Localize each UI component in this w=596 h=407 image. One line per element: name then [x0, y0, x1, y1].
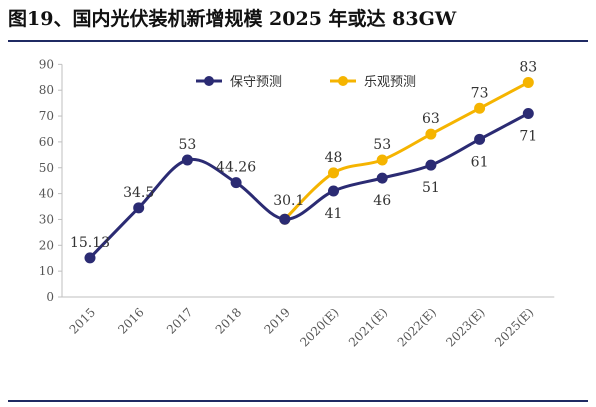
y-tick-label: 20: [39, 238, 54, 252]
data-point-0: [181, 154, 193, 166]
data-point-0: [425, 159, 437, 171]
y-tick-label: 10: [39, 264, 54, 278]
y-tick-label: 60: [39, 135, 54, 149]
x-tick-label: 2019: [261, 305, 292, 336]
data-point-1: [425, 128, 437, 140]
y-tick-label: 80: [39, 83, 54, 97]
x-tick-label: 2018: [213, 305, 244, 336]
y-tick-label: 30: [39, 212, 54, 226]
data-point-1: [376, 154, 388, 166]
data-label: 53: [373, 137, 391, 153]
x-tick-label: 2016: [115, 305, 146, 336]
data-point-0: [84, 252, 96, 264]
data-label: 34.5: [123, 185, 154, 201]
legend-swatch-marker: [338, 76, 348, 86]
x-tick-label: 2022(E): [395, 305, 439, 349]
bottom-rule: [8, 400, 588, 402]
data-label: 61: [471, 154, 489, 170]
x-tick-label: 2015: [67, 305, 98, 336]
data-label: 71: [519, 128, 537, 144]
data-label: 15.13: [70, 235, 110, 251]
data-label: 48: [325, 150, 343, 166]
legend-label: 乐观预测: [364, 75, 416, 90]
chart-title: 图19、国内光伏装机新增规模 2025 年或达 83GW: [8, 8, 457, 30]
data-point-1: [474, 102, 486, 114]
data-point-0: [328, 185, 339, 197]
data-label: 41: [325, 206, 343, 222]
x-tick-label: 2021(E): [346, 305, 390, 349]
data-label: 46: [373, 193, 391, 209]
data-point-0: [133, 202, 145, 214]
data-label: 83: [519, 59, 537, 75]
x-tick-label: 2023(E): [443, 305, 487, 349]
data-point-0: [230, 177, 242, 189]
data-point-0: [376, 172, 388, 184]
data-label: 44.26: [216, 160, 256, 176]
data-point-1: [522, 76, 534, 88]
y-tick-label: 90: [39, 57, 54, 71]
data-label: 63: [422, 111, 440, 127]
data-label: 51: [422, 180, 440, 196]
y-tick-label: 0: [46, 290, 54, 304]
legend-swatch-marker: [204, 76, 214, 86]
y-tick-label: 40: [39, 187, 54, 201]
data-label: 53: [178, 137, 196, 153]
x-tick-label: 2017: [164, 305, 195, 336]
data-label: 73: [471, 85, 489, 101]
y-tick-label: 70: [39, 109, 54, 123]
data-label: 30.1: [273, 193, 304, 209]
data-point-0: [522, 107, 534, 119]
y-tick-label: 50: [39, 161, 54, 175]
data-point-0: [279, 213, 291, 225]
x-tick-label: 2025(E): [492, 305, 536, 349]
series-line-0: [88, 112, 530, 259]
data-point-0: [474, 133, 486, 145]
legend-label: 保守预测: [230, 75, 282, 90]
x-tick-label: 2020(E): [297, 305, 341, 349]
title-rule: [8, 40, 588, 42]
data-point-1: [328, 167, 339, 179]
